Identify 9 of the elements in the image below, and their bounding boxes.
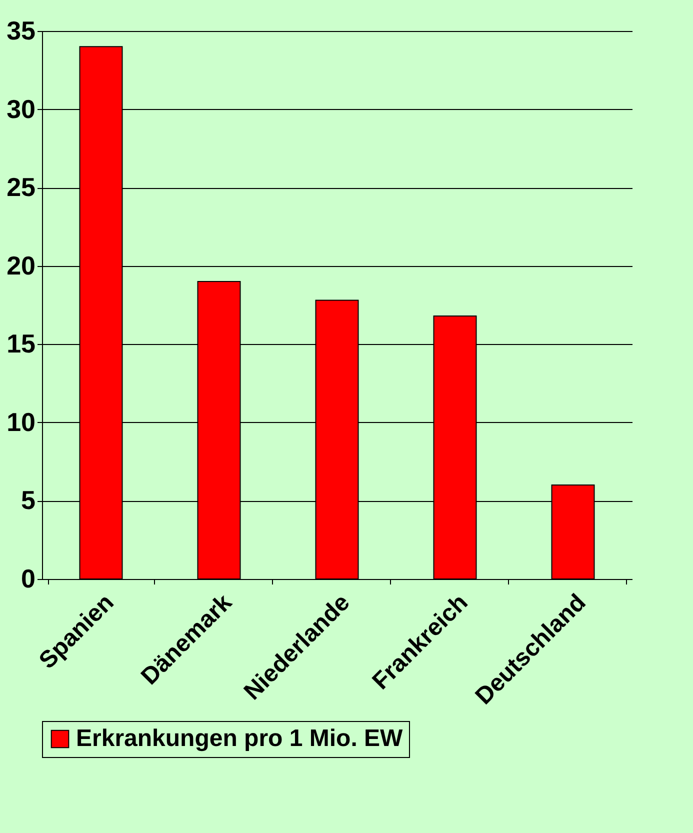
y-tick-label: 20: [6, 250, 36, 280]
legend-label: Erkrankungen pro 1 Mio. EW: [76, 725, 404, 752]
y-tick-label: 15: [6, 328, 36, 359]
y-tick-label: 30: [6, 94, 36, 124]
y-tick-label: 25: [6, 172, 36, 202]
y-tick-label: 0: [21, 564, 36, 594]
y-tick-label: 5: [21, 485, 36, 516]
y-tick-label: 35: [6, 16, 36, 46]
y-tick-label: 10: [6, 406, 36, 437]
